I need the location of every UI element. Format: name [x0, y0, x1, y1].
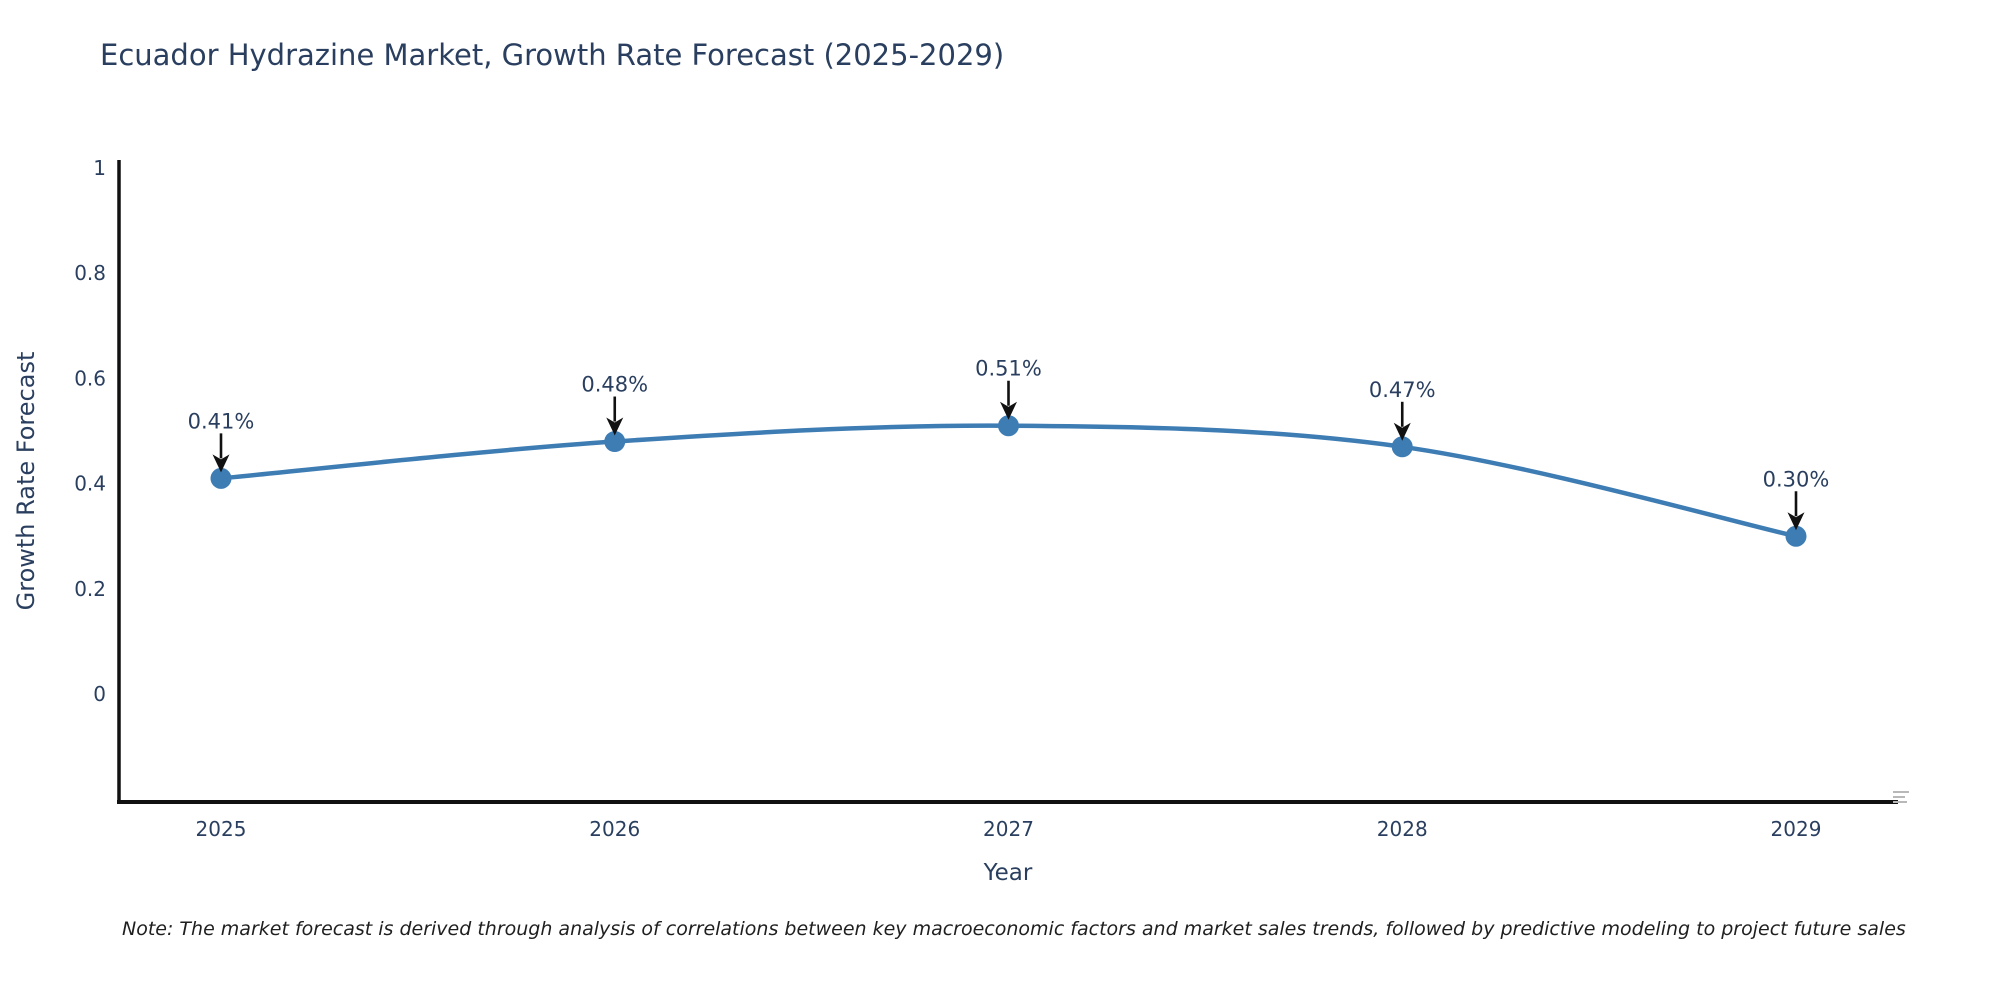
annotation-arrowhead — [212, 454, 230, 473]
point-label: 0.51% — [975, 357, 1042, 381]
data-point-2028[interactable] — [1391, 436, 1413, 458]
y-tick-label: 0 — [93, 682, 106, 706]
annotation-arrowhead — [1393, 422, 1411, 441]
point-label: 0.48% — [581, 373, 648, 397]
x-tick-label: 2026 — [589, 817, 640, 841]
x-axis-title: Year — [983, 860, 1033, 886]
x-tick-label: 2029 — [1771, 817, 1822, 841]
data-point-2025[interactable] — [210, 467, 232, 489]
y-tick-label: 0.8 — [74, 261, 106, 285]
annotation-arrowhead — [606, 417, 624, 436]
axis-end-micro-text — [1893, 791, 1913, 807]
x-tick-label: 2027 — [983, 817, 1034, 841]
annotation-arrowhead — [1000, 401, 1017, 420]
y-tick-label: 1 — [93, 156, 106, 180]
data-point-2027[interactable] — [998, 415, 1019, 437]
y-tick-label: 0.2 — [74, 577, 106, 601]
y-tick-label: 0.6 — [74, 366, 106, 390]
annotation-arrowhead — [1787, 512, 1805, 531]
data-point-2029[interactable] — [1785, 525, 1807, 547]
y-tick-label: 0.4 — [74, 472, 106, 496]
chart-title: Ecuador Hydrazine Market, Growth Rate Fo… — [100, 38, 1005, 72]
point-label: 0.47% — [1369, 378, 1436, 402]
x-tick-label: 2028 — [1377, 817, 1428, 841]
y-axis-title: Growth Rate Forecast — [12, 352, 40, 611]
chart-footnote: Note: The market forecast is derived thr… — [122, 918, 1906, 940]
x-tick-label: 2025 — [196, 817, 247, 841]
data-point-2026[interactable] — [604, 431, 626, 453]
series-line — [220, 423, 1797, 539]
point-label: 0.30% — [1763, 467, 1830, 491]
point-label: 0.41% — [188, 409, 255, 433]
